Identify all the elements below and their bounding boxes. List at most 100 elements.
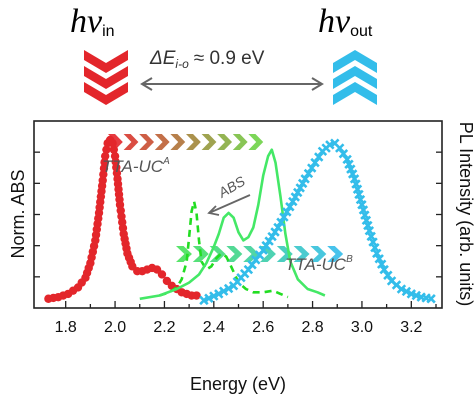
- x-tick-label: 2.6: [252, 319, 274, 336]
- header: hνin hνout ΔEi-o ≈ 0.9 eV: [70, 3, 377, 105]
- data-point: [209, 291, 219, 301]
- chevron-b: [176, 246, 192, 262]
- data-point: [293, 187, 303, 198]
- down-chevron-icon: [84, 50, 128, 105]
- data-point: [383, 270, 393, 280]
- delta-e-label: ΔEi-o ≈ 0.9 eV: [149, 48, 265, 71]
- up-chevron-icon: [333, 50, 377, 105]
- abs-label: ABS: [215, 172, 249, 201]
- hv-out-h: h: [318, 3, 335, 40]
- series-line: [159, 200, 289, 299]
- abs-arrow-icon: [207, 194, 251, 216]
- data-point: [282, 207, 292, 217]
- data-point: [102, 145, 111, 154]
- data-point: [396, 284, 407, 294]
- data-point: [100, 158, 109, 167]
- series-red_pl: [44, 135, 201, 303]
- data-point: [295, 183, 305, 193]
- data-point: [338, 149, 349, 159]
- data-point: [214, 289, 224, 299]
- series-blue_pl: [199, 138, 436, 306]
- data-point: [426, 294, 436, 304]
- hv-in-h: h: [70, 3, 87, 40]
- hv-out-sub: out: [350, 23, 373, 40]
- data-point: [223, 283, 234, 294]
- data-point: [300, 174, 310, 184]
- hv-in-nu: ν: [87, 3, 103, 40]
- chevron-a: [201, 134, 217, 150]
- hv-in-sub: in: [102, 23, 114, 40]
- data-point: [379, 264, 389, 275]
- axis-ticks: [34, 151, 442, 308]
- tta-uc-a-main: TTA-UC: [102, 157, 164, 176]
- data-point: [374, 254, 384, 264]
- data-point: [303, 168, 314, 179]
- hv-in-label: hνin: [70, 3, 115, 40]
- chevron-a: [186, 134, 201, 150]
- data-point: [376, 259, 387, 269]
- y-axis-title-right: PL Intensity (arb. units): [456, 122, 474, 306]
- data-point: [279, 212, 289, 222]
- chevron-b: [226, 246, 243, 262]
- data-point: [98, 176, 107, 185]
- data-point: [285, 202, 295, 212]
- chevron-a: [123, 134, 139, 150]
- data-point: [108, 139, 117, 148]
- series-line: [139, 148, 326, 301]
- data-point: [199, 295, 209, 306]
- data-point: [314, 152, 324, 162]
- series-green_abs_dashed: [159, 200, 289, 299]
- series-layer: [44, 135, 436, 306]
- chevron-b: [293, 246, 310, 262]
- data-point: [310, 157, 320, 168]
- data-point: [109, 145, 119, 154]
- tta-uc-b-label: TTA-UCB: [285, 254, 353, 274]
- x-tick-label: 2.8: [301, 319, 323, 336]
- series-green_pl_solid: [139, 148, 326, 301]
- delta-e-value: ≈ 0.9 eV: [194, 48, 265, 69]
- data-point: [297, 178, 308, 189]
- chevron-a: [248, 134, 264, 150]
- data-point: [276, 217, 286, 227]
- chevron-b: [310, 246, 327, 262]
- hv-out-label: hνout: [318, 3, 373, 40]
- tta-uc-b-main: TTA-UC: [285, 255, 347, 274]
- x-tick-label: 2.2: [153, 319, 175, 336]
- chevron-a: [170, 134, 186, 150]
- tta-uc-a-sup: A: [162, 156, 170, 167]
- x-tick-label: 2.0: [104, 319, 126, 336]
- x-tick-labels: 1.8 2.0 2.2 2.4 2.6 2.8 3.0 3.2: [55, 319, 423, 336]
- data-point: [99, 170, 108, 179]
- data-point: [334, 143, 345, 153]
- data-point: [157, 270, 167, 279]
- gap-double-arrow-icon: [140, 77, 324, 91]
- x-tick-label: 2.4: [203, 319, 225, 336]
- x-axis-title: Energy (eV): [190, 374, 286, 394]
- tta-uc-a-label: TTA-UCA: [102, 156, 170, 176]
- data-point: [204, 293, 214, 303]
- data-point: [99, 164, 109, 173]
- hv-out-nu: ν: [335, 3, 351, 40]
- chevron-a: [217, 134, 233, 150]
- chevron-b: [327, 246, 344, 262]
- y-axis-title-left: Norm. ABS: [8, 169, 28, 258]
- tta-uc-b-sup: B: [346, 254, 353, 265]
- data-point: [100, 151, 110, 161]
- delta-e-sub: i-o: [175, 57, 189, 71]
- data-point: [290, 192, 301, 202]
- data-point: [192, 291, 201, 300]
- data-point: [401, 286, 412, 297]
- chevron-b: [192, 246, 209, 262]
- x-tick-label: 3.0: [351, 319, 373, 336]
- data-point: [307, 163, 317, 173]
- data-point: [273, 222, 283, 233]
- data-point: [218, 286, 229, 296]
- chevron-b: [243, 246, 260, 262]
- delta-e-symbol: ΔE: [149, 48, 176, 69]
- chevron-a: [232, 134, 248, 150]
- chevron-a: [139, 134, 155, 150]
- x-tick-label: 3.2: [400, 319, 422, 336]
- chevron-a: [154, 134, 170, 150]
- data-point: [372, 248, 382, 259]
